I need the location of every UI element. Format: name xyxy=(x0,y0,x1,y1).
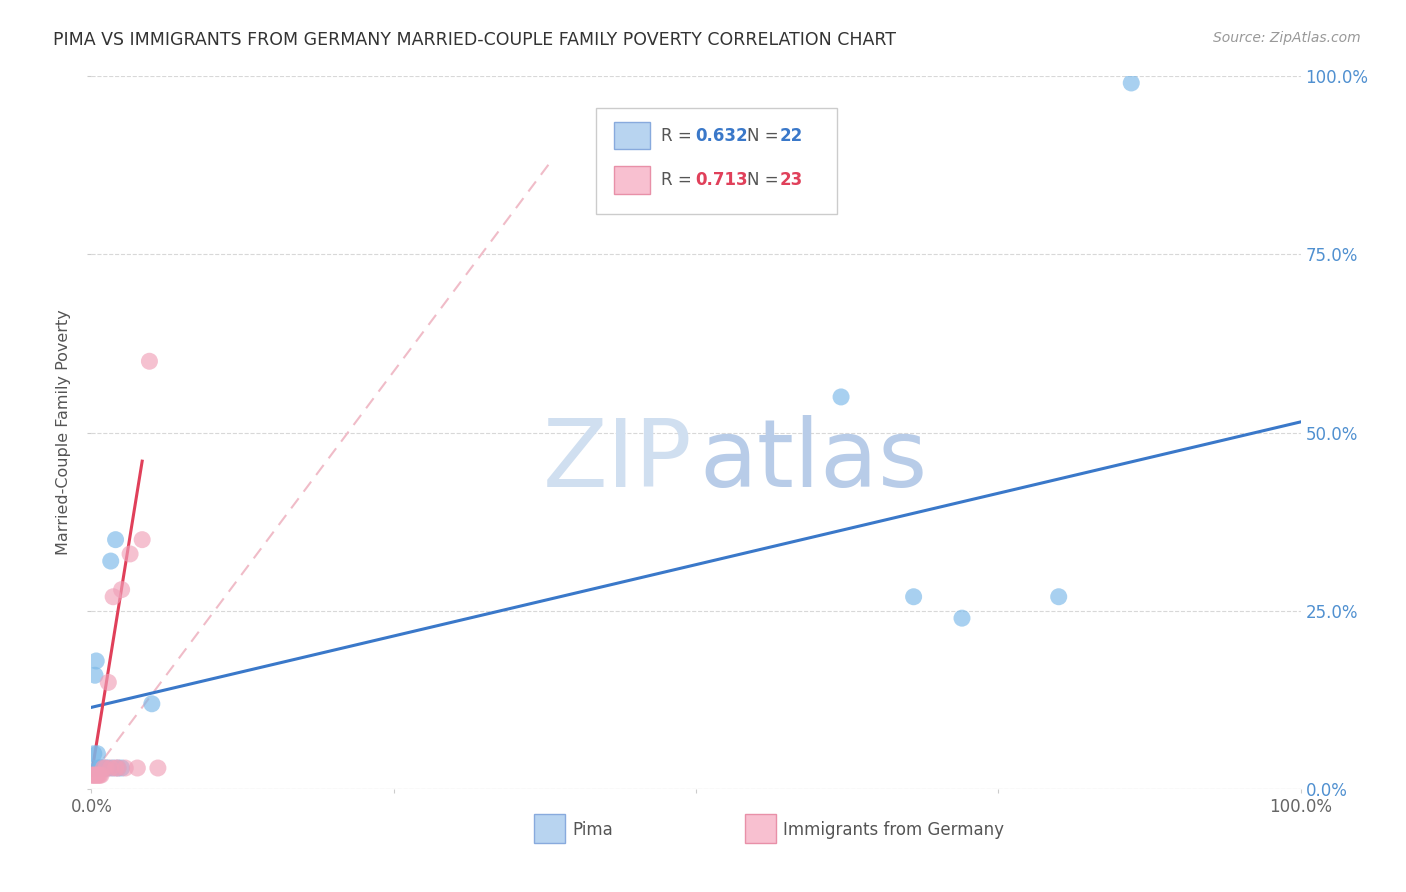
Y-axis label: Married-Couple Family Poverty: Married-Couple Family Poverty xyxy=(56,310,72,556)
Point xyxy=(100,554,122,568)
Text: atlas: atlas xyxy=(700,415,928,508)
Text: PIMA VS IMMIGRANTS FROM GERMANY MARRIED-COUPLE FAMILY POVERTY CORRELATION CHART: PIMA VS IMMIGRANTS FROM GERMANY MARRIED-… xyxy=(53,31,897,49)
Text: N =: N = xyxy=(747,171,783,189)
Point xyxy=(93,761,115,775)
Point xyxy=(107,761,129,775)
Point xyxy=(94,761,117,775)
Point xyxy=(100,761,122,775)
Point xyxy=(84,768,107,782)
Point xyxy=(97,675,120,690)
Point xyxy=(101,590,124,604)
Point xyxy=(903,590,925,604)
Point xyxy=(80,761,103,775)
Point xyxy=(830,390,852,404)
Text: 0.632: 0.632 xyxy=(695,127,748,145)
Point xyxy=(83,747,105,761)
Point xyxy=(86,768,108,782)
Text: R =: R = xyxy=(661,171,697,189)
Point xyxy=(111,582,132,597)
Text: Source: ZipAtlas.com: Source: ZipAtlas.com xyxy=(1213,31,1361,45)
Text: 23: 23 xyxy=(779,171,803,189)
Point xyxy=(141,697,163,711)
Point xyxy=(87,768,110,782)
Text: Pima: Pima xyxy=(572,822,613,839)
Point xyxy=(146,761,169,775)
Point xyxy=(138,354,160,368)
FancyBboxPatch shape xyxy=(614,167,650,194)
Text: R =: R = xyxy=(661,127,697,145)
Point xyxy=(94,761,117,775)
Point xyxy=(127,761,149,775)
Point xyxy=(1121,76,1143,90)
Point xyxy=(131,533,153,547)
Text: 0.713: 0.713 xyxy=(695,171,748,189)
Point xyxy=(90,761,112,775)
Point xyxy=(104,761,127,775)
Point xyxy=(111,761,132,775)
Point xyxy=(82,768,104,782)
Point xyxy=(950,611,973,625)
Point xyxy=(84,668,107,682)
Point xyxy=(107,761,129,775)
Point xyxy=(89,761,111,775)
Point xyxy=(83,768,105,782)
Point xyxy=(93,761,115,775)
Point xyxy=(90,768,112,782)
Point xyxy=(80,768,103,782)
Point xyxy=(120,547,142,561)
Point xyxy=(89,768,111,782)
Point xyxy=(84,768,107,782)
Point xyxy=(114,761,136,775)
Text: 22: 22 xyxy=(779,127,803,145)
Text: ZIP: ZIP xyxy=(543,415,692,508)
Point xyxy=(104,533,127,547)
Point xyxy=(97,761,120,775)
Text: N =: N = xyxy=(747,127,783,145)
FancyBboxPatch shape xyxy=(596,108,838,213)
Point xyxy=(87,761,110,775)
Point xyxy=(84,654,107,668)
FancyBboxPatch shape xyxy=(614,122,650,149)
Point xyxy=(1047,590,1070,604)
Text: Immigrants from Germany: Immigrants from Germany xyxy=(783,822,1004,839)
Point xyxy=(101,761,124,775)
Point xyxy=(86,747,108,761)
